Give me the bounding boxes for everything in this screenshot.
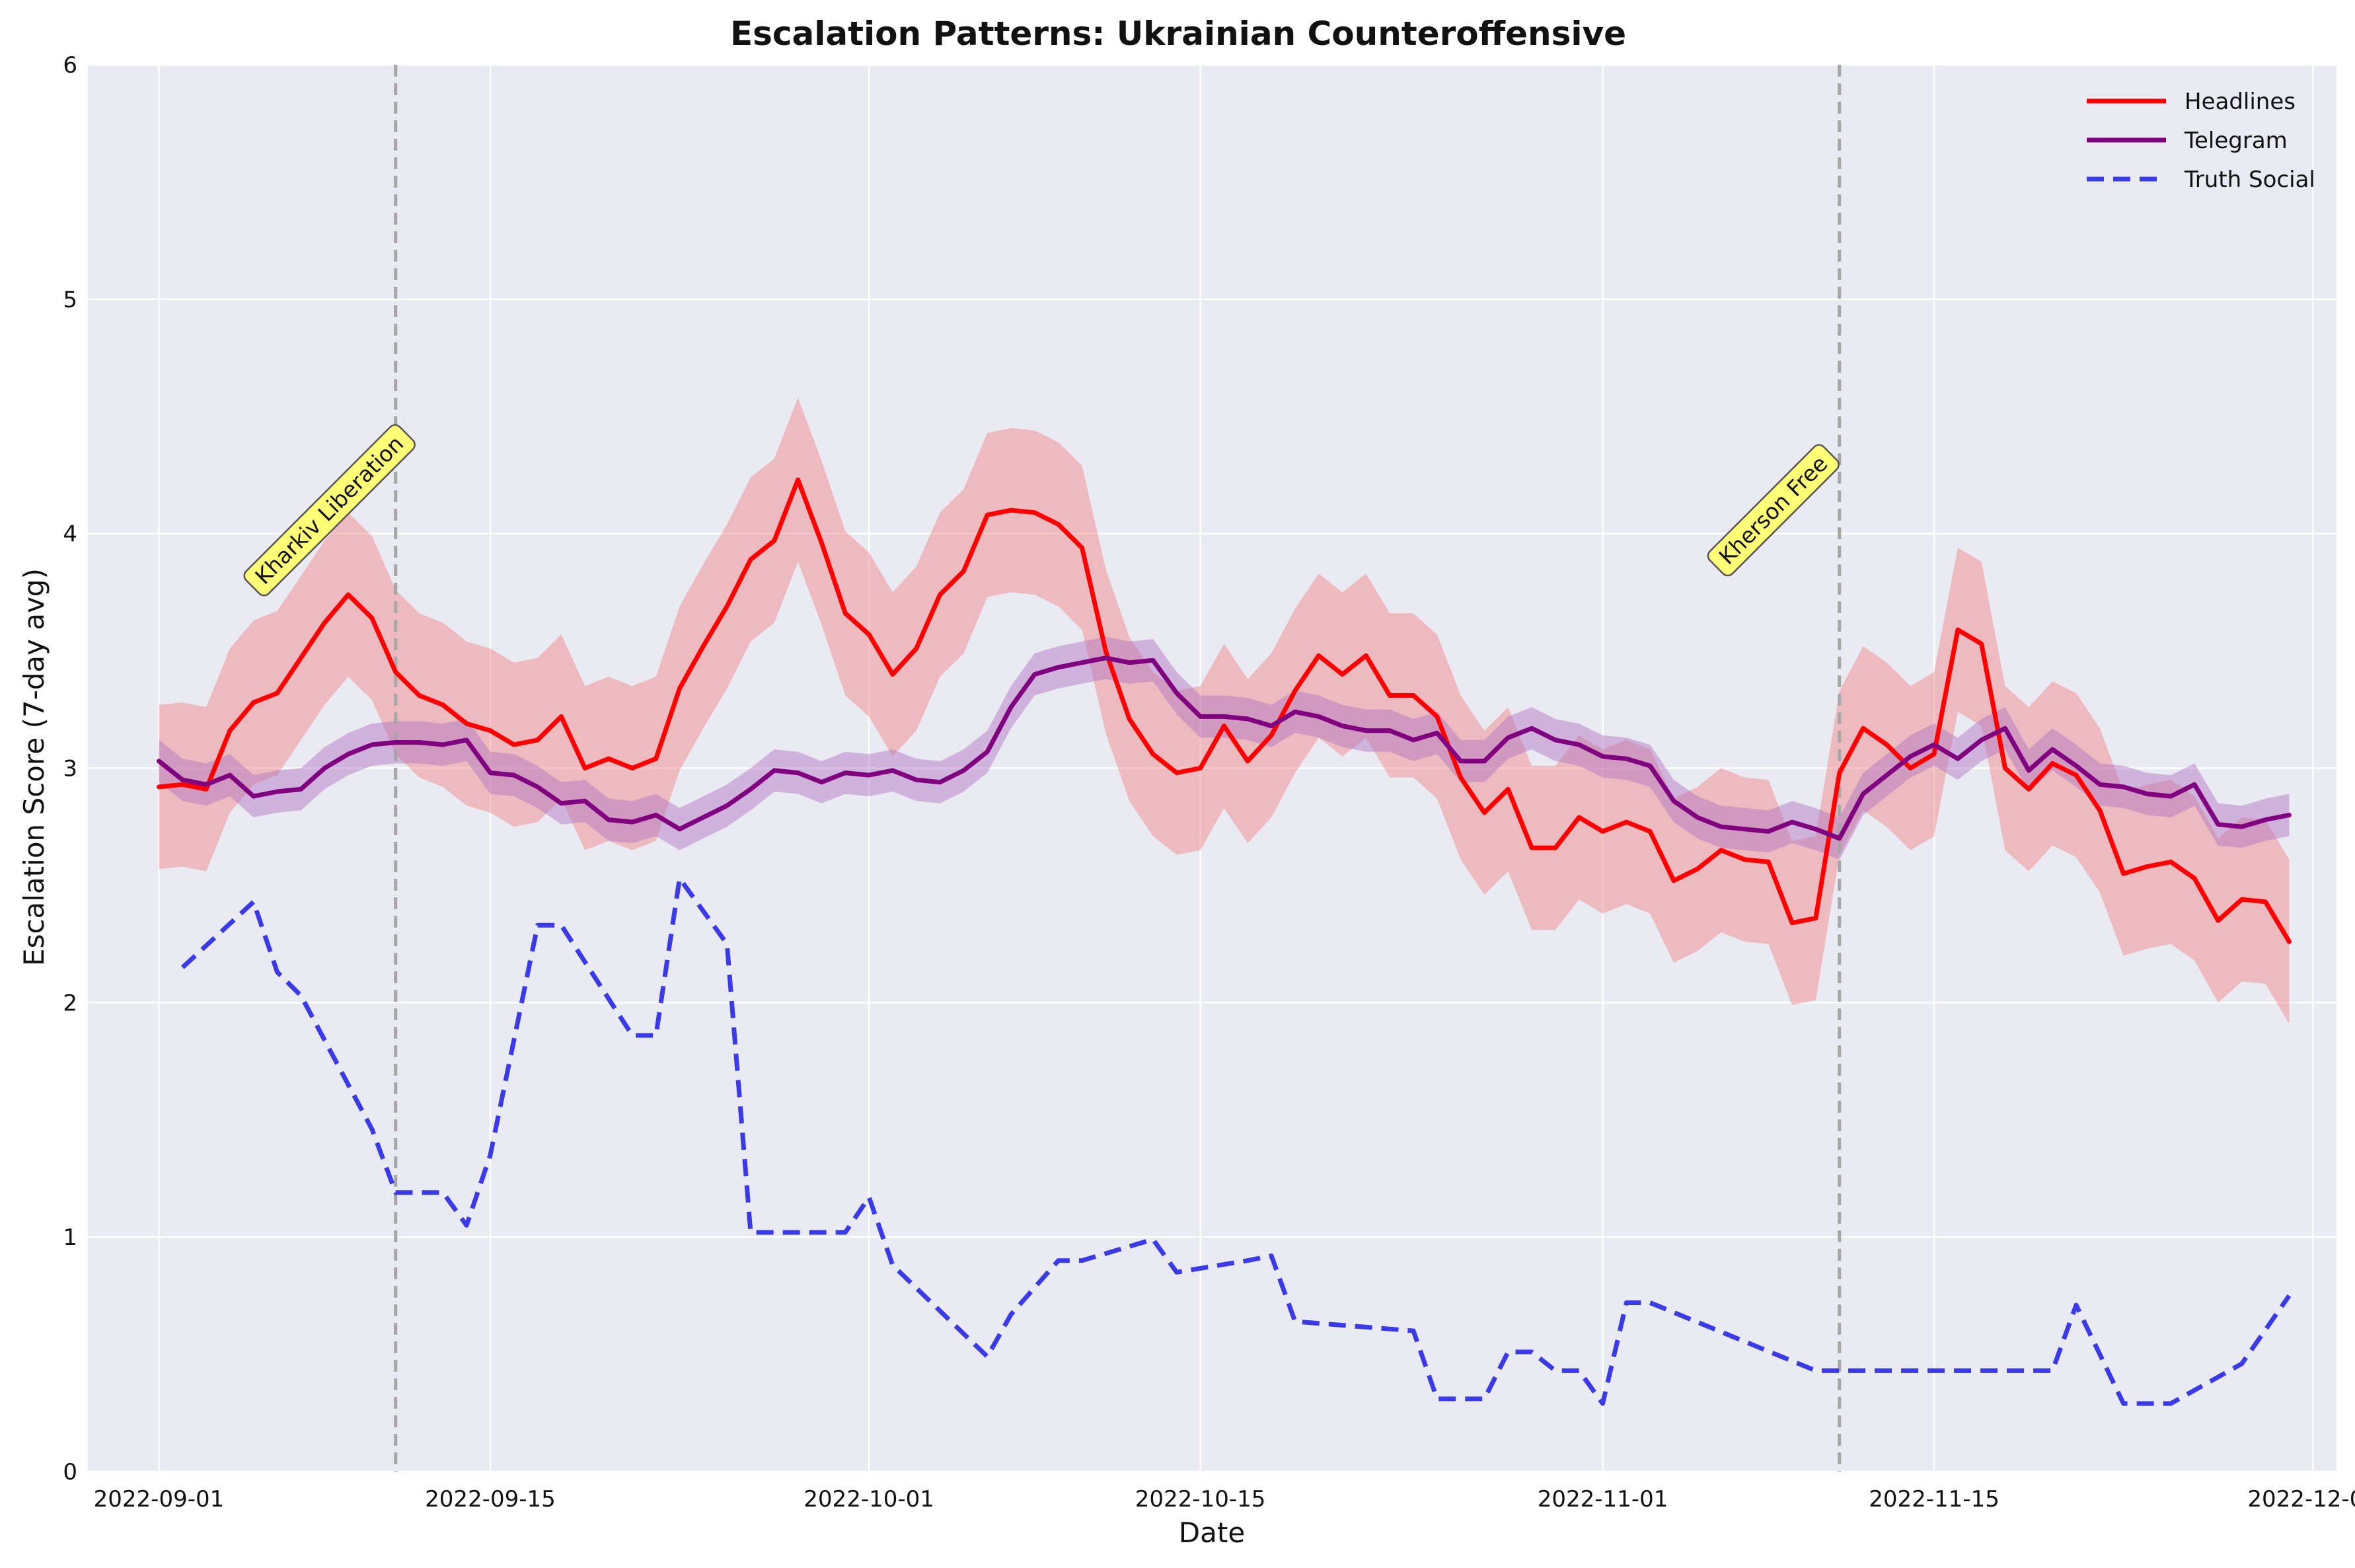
y-tick-label: 2 bbox=[63, 990, 77, 1016]
x-tick-label: 2022-09-01 bbox=[94, 1486, 225, 1512]
truth-social-line bbox=[180, 876, 2292, 1406]
x-tick-label: 2022-11-15 bbox=[1869, 1486, 2000, 1512]
y-tick-label: 4 bbox=[63, 521, 77, 548]
telegram-band bbox=[159, 636, 2290, 860]
y-axis-label: Escalation Score (7-day avg) bbox=[18, 568, 50, 966]
event-annotation-box bbox=[243, 424, 416, 597]
x-tick-label: 2022-09-15 bbox=[425, 1486, 556, 1512]
legend-label: Headlines bbox=[2185, 89, 2296, 115]
y-tick-label: 1 bbox=[63, 1224, 77, 1251]
x-axis-ticks: 2022-09-01 2022-09-15 2022-10-01 2022-10-15… bbox=[94, 1486, 2355, 1512]
x-tick-label: 2022-12-01 bbox=[2247, 1486, 2355, 1512]
x-tick-label: 2022-10-01 bbox=[804, 1486, 934, 1512]
y-axis-ticks: 0 1 2 3 4 5 6 bbox=[63, 52, 77, 1485]
x-axis-label: Date bbox=[1179, 1516, 1245, 1549]
headlines-line bbox=[157, 477, 2292, 944]
y-tick-label: 5 bbox=[63, 287, 77, 313]
series-lines bbox=[157, 477, 2292, 1406]
x-tick-label: 2022-11-01 bbox=[1538, 1486, 1668, 1512]
y-tick-label: 6 bbox=[63, 52, 77, 79]
y-tick-label: 0 bbox=[63, 1459, 77, 1485]
telegram-line bbox=[157, 655, 2292, 841]
event-annotation-box bbox=[1707, 444, 1840, 577]
legend-label: Telegram bbox=[2184, 128, 2288, 154]
y-tick-label: 3 bbox=[63, 756, 77, 782]
x-tick-label: 2022-10-15 bbox=[1135, 1486, 1266, 1512]
headlines-band bbox=[159, 397, 2290, 1024]
legend: Headlines Telegram Truth Social bbox=[2087, 89, 2315, 193]
legend-label: Truth Social bbox=[2184, 167, 2315, 193]
chart-title: Escalation Patterns: Ukrainian Counterof… bbox=[730, 15, 1626, 53]
confidence-bands bbox=[159, 397, 2290, 1024]
